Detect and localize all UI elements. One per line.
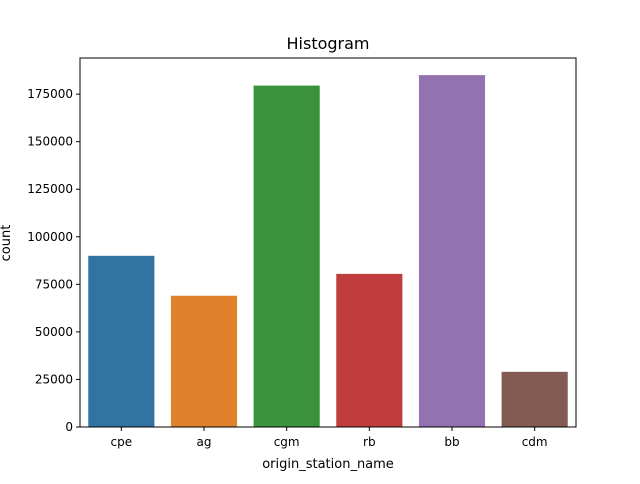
bar-cdm [501, 371, 568, 427]
x-tick-label-ag: ag [197, 435, 212, 449]
bar-cgm [253, 85, 320, 427]
y-tick-label: 100000 [27, 230, 73, 244]
plot-area-frame [79, 57, 577, 428]
x-tick-label-cpe: cpe [111, 435, 133, 449]
x-axis: cpe ag cgm rb bb cdm [111, 427, 548, 449]
y-axis-label: count [0, 225, 14, 262]
y-tick-label: 50000 [35, 325, 73, 339]
y-tick-label: 175000 [27, 87, 73, 101]
x-tick-label-cdm: cdm [522, 435, 548, 449]
y-tick-label: 150000 [27, 135, 73, 149]
bar-cpe [88, 255, 155, 427]
bar-rb [336, 273, 403, 427]
x-tick-label-rb: rb [363, 435, 376, 449]
chart-title: Histogram [287, 34, 370, 53]
x-axis-label: origin_station_name [262, 457, 394, 472]
y-tick-label: 75000 [35, 277, 73, 291]
y-axis: 0 25000 50000 75000 100000 125000 150000 175000 [27, 87, 80, 434]
x-tick-label-bb: bb [444, 435, 459, 449]
x-tick-label-cgm: cgm [274, 435, 300, 449]
y-tick-label: 25000 [35, 372, 73, 386]
bars-layer [88, 75, 568, 427]
bar-bb [418, 75, 486, 427]
bar-ag [170, 295, 238, 427]
y-tick-label: 125000 [27, 182, 73, 196]
y-tick-label: 0 [65, 420, 73, 434]
